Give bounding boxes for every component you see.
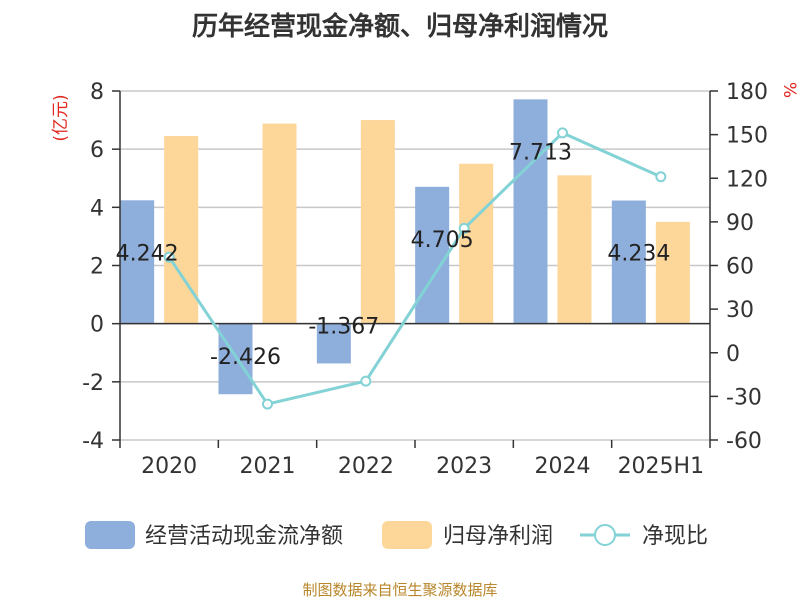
- ratio-line: [163, 127, 667, 410]
- y-right-tick-label: 120: [726, 167, 768, 192]
- ratio-point: [360, 375, 372, 387]
- data-labels: 4.242 -2.426 -1.367 4.705 7.713 4.234: [116, 140, 671, 370]
- y-right-tick-label: 90: [726, 211, 754, 236]
- cashflow-data-label: -1.367: [308, 314, 379, 339]
- y-right-tick-label: 180: [726, 80, 768, 105]
- legend-label-netprofit: 归母净利润: [443, 524, 553, 549]
- legend-swatch-netprofit: [382, 521, 432, 549]
- bars: [120, 99, 690, 395]
- chart-title: 历年经营现金净额、归母净利润情况: [192, 11, 608, 42]
- legend-label-ratio: 净现比: [642, 524, 708, 549]
- y-right-tick-label: 30: [726, 298, 754, 323]
- y-left-tick-label: 2: [90, 255, 104, 280]
- y-left-tick-label: 4: [90, 196, 104, 221]
- netprofit-bar: [655, 221, 690, 324]
- netprofit-bar: [262, 123, 297, 324]
- cashflow-data-label: -2.426: [210, 345, 281, 370]
- ratio-point: [262, 398, 273, 410]
- y-left-tick-label: -2: [82, 371, 104, 396]
- legend-label-cashflow: 经营活动现金流净额: [145, 524, 343, 549]
- y-left-tick-label: 6: [90, 138, 104, 163]
- x-tick-label: 2023: [436, 454, 492, 479]
- x-tick-label: 2021: [240, 454, 296, 479]
- cashflow-bar: [415, 186, 450, 324]
- y-right-unit: %: [779, 82, 799, 98]
- ratio-point: [655, 171, 667, 183]
- ratio-point: [458, 222, 470, 234]
- cashflow-data-label: 7.713: [509, 140, 572, 165]
- y-right-tick-label: 150: [726, 124, 768, 149]
- cashflow-bar: [218, 323, 253, 395]
- cashflow-bar: [513, 99, 548, 324]
- y-left-tick-label: 8: [90, 80, 104, 105]
- y-right-tick-label: -30: [726, 385, 762, 410]
- legend-marker-ratio: [594, 524, 616, 546]
- netprofit-bar: [557, 175, 592, 324]
- cashflow-bar: [120, 200, 155, 324]
- ratio-point: [163, 251, 175, 263]
- cashflow-data-label: 4.705: [411, 228, 474, 253]
- y-left-tick-label: 0: [90, 313, 104, 338]
- y-left-tick-label: -4: [82, 429, 104, 454]
- x-tick-label: 2020: [141, 454, 197, 479]
- netprofit-bar: [459, 163, 494, 324]
- x-tick-label: 2024: [535, 454, 591, 479]
- cashflow-bar: [316, 323, 351, 364]
- ratio-point: [557, 127, 568, 139]
- x-tick-label: 2025H1: [618, 454, 705, 479]
- y-left-unit: (亿元): [51, 94, 71, 141]
- source-note: 制图数据来自恒生聚源数据库: [302, 581, 497, 599]
- legend: 经营活动现金流净额 归母净利润 净现比: [85, 521, 708, 549]
- cashflow-bar: [611, 200, 646, 324]
- netprofit-bar: [360, 120, 395, 324]
- legend-swatch-cashflow: [85, 521, 135, 549]
- x-tick-label: 2022: [338, 454, 394, 479]
- y-right-tick-label: 60: [726, 255, 754, 280]
- ratio-polyline: [167, 131, 662, 406]
- cashflow-data-label: 4.234: [607, 242, 670, 267]
- netprofit-bar: [164, 136, 199, 324]
- axes: -4 -2 0 2 4 6 8 -60 -30 0 30 60 90 120 150 180 2020 2021 2…: [82, 80, 768, 479]
- cashflow-data-label: 4.242: [116, 241, 179, 266]
- y-right-tick-label: 0: [726, 342, 740, 367]
- y-right-tick-label: -60: [726, 429, 762, 454]
